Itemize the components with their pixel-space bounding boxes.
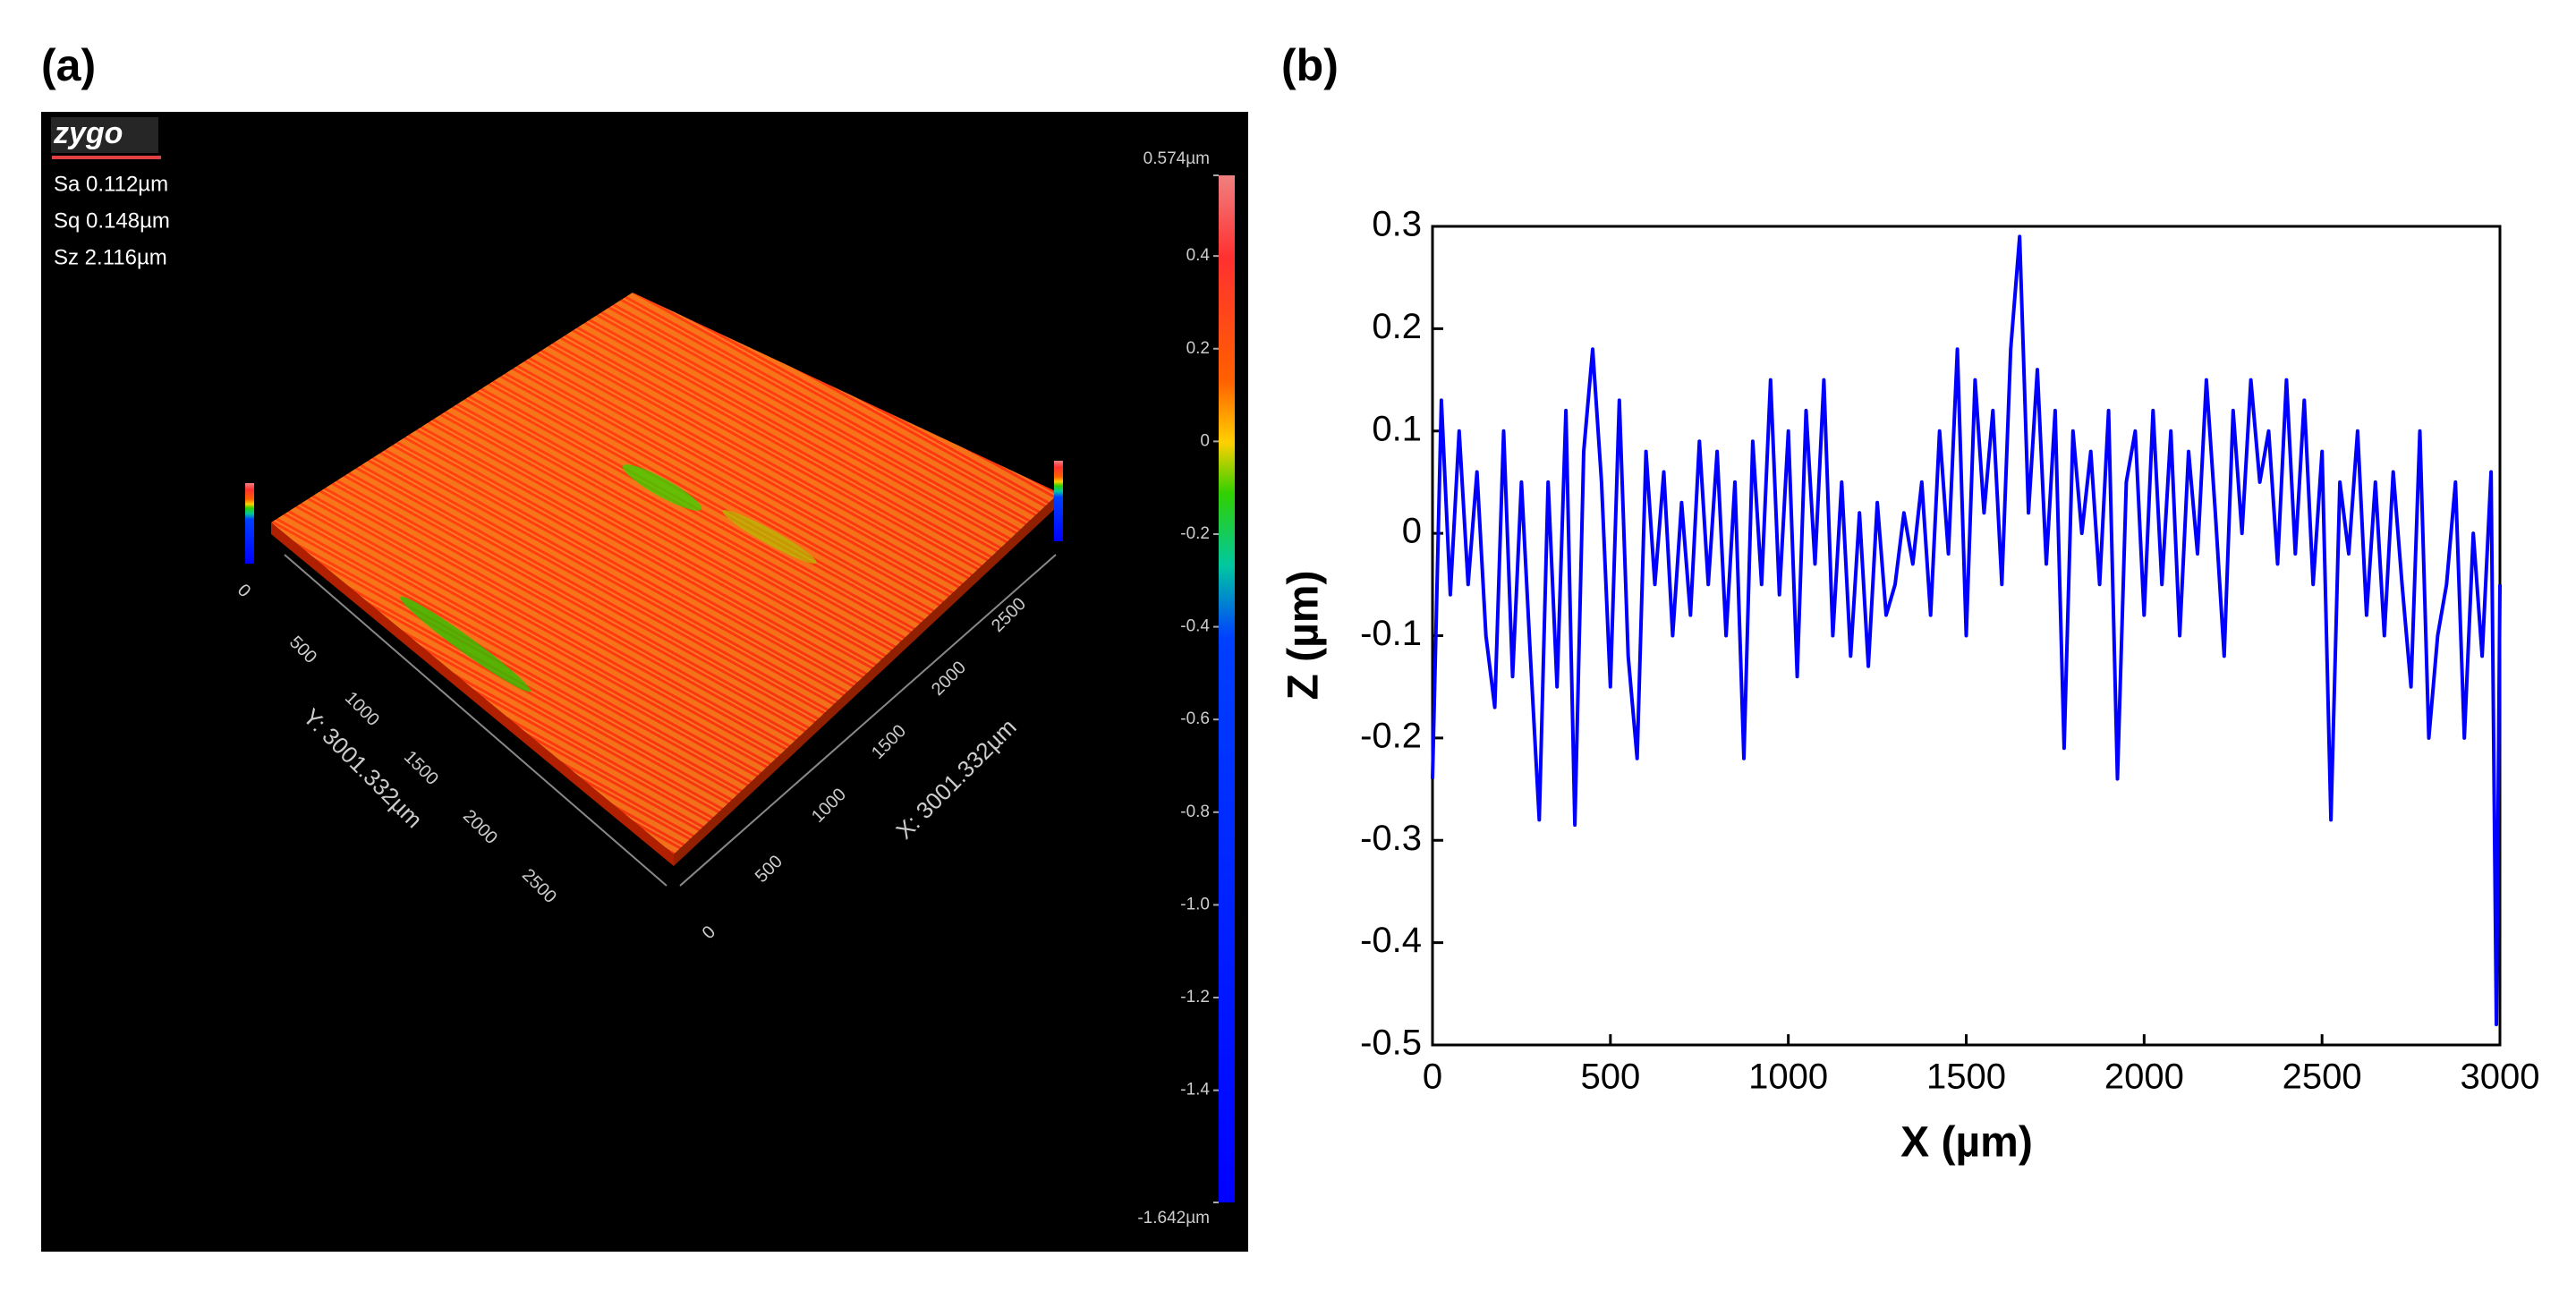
surface-patch [399, 596, 531, 692]
surface-patch [623, 464, 701, 511]
x-tick-label: 2500 [2283, 1057, 2362, 1097]
colorbar-tick-label: 0.574µm [1143, 149, 1210, 168]
stat-label: Sz 2.116µm [54, 245, 167, 269]
axis-line [679, 554, 1057, 887]
surface-patch [722, 510, 817, 564]
y-tick-label: -0.5 [1360, 1023, 1422, 1063]
colorbar-tick-label: 0.2 [1186, 339, 1210, 358]
x-tick-label: 1000 [1748, 1057, 1828, 1097]
colorbar-tick-label: 0 [1200, 431, 1210, 450]
colorbar-tick-label: -0.4 [1180, 617, 1210, 636]
y-tick-label: 0.1 [1372, 409, 1422, 448]
stat-label: Sa 0.112µm [54, 172, 168, 196]
y-tick-label: -0.4 [1360, 921, 1422, 960]
data-line [1431, 234, 2502, 1027]
colorbar-tick-label: -1.2 [1180, 988, 1210, 1006]
surface-edge [674, 493, 1059, 866]
x-tick-label: 500 [1580, 1057, 1640, 1097]
colorbar-tick-label: -0.8 [1180, 803, 1210, 821]
x-axis-title: X (µm) [1900, 1119, 2033, 1167]
y-tick-label: 0 [1402, 512, 1422, 551]
corner-scale [245, 483, 254, 564]
y-tick-label: -0.2 [1360, 716, 1422, 755]
stat-label: Sq 0.148µm [54, 208, 170, 233]
x-tick-label: 2000 [2104, 1057, 2184, 1097]
corner-scale [1054, 461, 1063, 541]
surface [245, 293, 1063, 887]
y-tick-label: 0.3 [1372, 205, 1422, 244]
y-tick-label: -0.3 [1360, 819, 1422, 858]
logo-box [51, 117, 158, 153]
surface-texture [271, 293, 1059, 854]
x-tick-label: 1500 [1926, 1057, 2006, 1097]
axis-line [284, 554, 667, 887]
x-tick-label: 3000 [2461, 1057, 2540, 1097]
y-tick-label: -0.1 [1360, 614, 1422, 653]
panel-label: (a) [41, 40, 96, 90]
panel-label: (b) [1281, 40, 1339, 90]
colorbar-tick-label: -0.6 [1180, 709, 1210, 728]
x-tick-label: 0 [1423, 1057, 1442, 1097]
colorbar-tick-label: -1.642µm [1137, 1209, 1210, 1227]
surface-edge [271, 522, 674, 866]
y-axis-title: Z (µm) [1280, 571, 1328, 701]
colorbar-tick-label: -1.0 [1180, 895, 1210, 913]
colorbar-tick-label: -1.4 [1180, 1081, 1210, 1100]
colorbar-tick-label: 0.4 [1186, 246, 1211, 265]
colorbar-tick-label: -0.2 [1180, 524, 1210, 543]
y-tick-label: 0.2 [1372, 307, 1422, 346]
logo: zygo [53, 116, 123, 150]
colorbar [1219, 175, 1235, 1202]
